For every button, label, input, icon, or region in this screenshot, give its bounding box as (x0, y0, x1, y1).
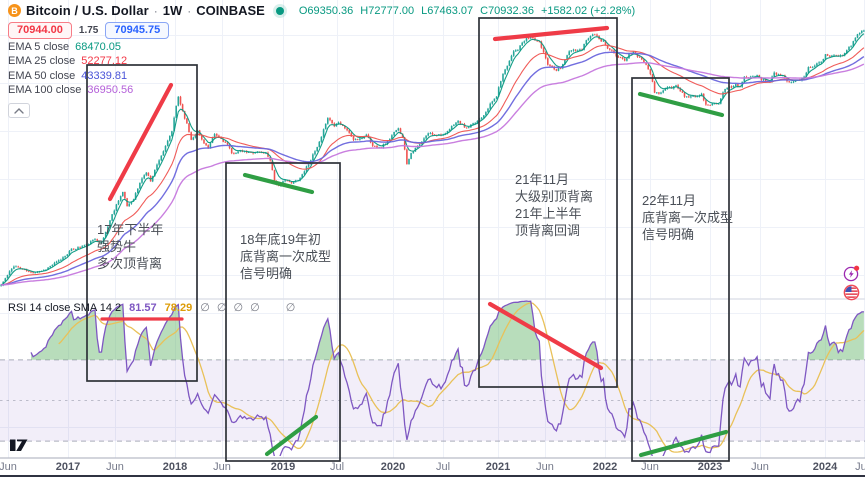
low-value: L67463.07 (421, 4, 474, 17)
annotation-text[interactable]: 18年底19年初 底背离一次成型 信号明确 (240, 232, 332, 282)
ema-50-legend[interactable]: EMA 50 close 43339.81 (8, 69, 128, 82)
high-value: H72777.00 (360, 4, 415, 17)
change-value: +1582.02 (+2.28%) (540, 4, 636, 17)
us-flag-event-icon[interactable] (843, 284, 860, 301)
time-axis-label: 2020 (380, 461, 406, 473)
annotation-text[interactable]: 17年下半年 强势牛 多次顶背离 (97, 222, 164, 272)
annotation-text[interactable]: 22年11月 底背离一次成型 信号明确 (642, 193, 734, 243)
time-axis-label: Jul (329, 461, 345, 473)
market-status-dot[interactable] (275, 6, 284, 15)
rsi-legend[interactable]: RSI 14 close SMA 14 2 81.57 78.29 ∅ ∅ ∅ … (8, 301, 296, 315)
ema-5-legend[interactable]: EMA 5 close 68470.05 (8, 40, 122, 53)
time-axis-label: Jun (536, 461, 554, 473)
time-axis-label: Jun (106, 461, 124, 473)
spread-value: 1.75 (78, 25, 99, 36)
right-edge-icons (843, 265, 860, 301)
time-axis-label: 2023 (697, 461, 723, 473)
exchange-label[interactable]: COINBASE (196, 3, 265, 18)
flash-events-icon[interactable] (843, 265, 860, 282)
symbol-row: B Bitcoin / U.S. Dollar · 1W · COINBASE … (8, 3, 635, 18)
separator: · (187, 3, 192, 18)
rsi-sma-value: 78.29 (164, 301, 193, 314)
buy-button[interactable]: 70945.75 (105, 22, 170, 39)
rsi-empty-value-far: ∅ (285, 302, 296, 314)
time-axis[interactable]: Jun 2017 Jun 2018 Jun 2019 Jul 2020 Jul 2021 Jun 20… (0, 458, 865, 477)
time-axis-label: Jun (641, 461, 659, 473)
time-axis-label: Jun (855, 461, 865, 473)
close-value: C70932.36 (480, 4, 534, 17)
symbol-title[interactable]: Bitcoin / U.S. Dollar (26, 3, 149, 18)
time-axis-label: 2021 (485, 461, 511, 473)
collapse-legend-button[interactable] (8, 103, 30, 118)
time-axis-label: Jun (751, 461, 769, 473)
open-value: O69350.36 (298, 4, 354, 17)
sell-button[interactable]: 70944.00 (8, 22, 72, 39)
ema-25-legend[interactable]: EMA 25 close 52277.12 (8, 55, 128, 68)
rsi-empty-values: ∅ ∅ ∅ ∅ (200, 302, 262, 314)
time-axis-label: Jul (435, 461, 451, 473)
interval-label[interactable]: 1W (162, 3, 183, 18)
chevron-up-icon (14, 107, 24, 114)
time-axis-label: 2018 (162, 461, 188, 473)
bitcoin-icon: B (8, 4, 21, 17)
time-axis-label: 2024 (812, 461, 838, 473)
rsi-value: 81.57 (129, 301, 157, 314)
time-axis-label: 2019 (270, 461, 296, 473)
time-axis-label: 2022 (592, 461, 618, 473)
separator: · (153, 3, 158, 18)
tradingview-logo[interactable] (10, 438, 32, 453)
ema-100-legend[interactable]: EMA 100 close 36950.56 (8, 84, 134, 97)
time-axis-label: Jun (213, 461, 231, 473)
time-axis-label: 2017 (55, 461, 81, 473)
chart-legend: B Bitcoin / U.S. Dollar · 1W · COINBASE … (8, 3, 635, 118)
quote-row: 70944.00 1.75 70945.75 (8, 22, 635, 39)
ohlc-values: O69350.36 H72777.00 L67463.07 C70932.36 … (299, 5, 635, 17)
time-axis-label: Jun (0, 461, 17, 473)
annotation-text[interactable]: 21年11月 大级别顶背离 21年上半年 顶背离回调 (515, 172, 594, 239)
